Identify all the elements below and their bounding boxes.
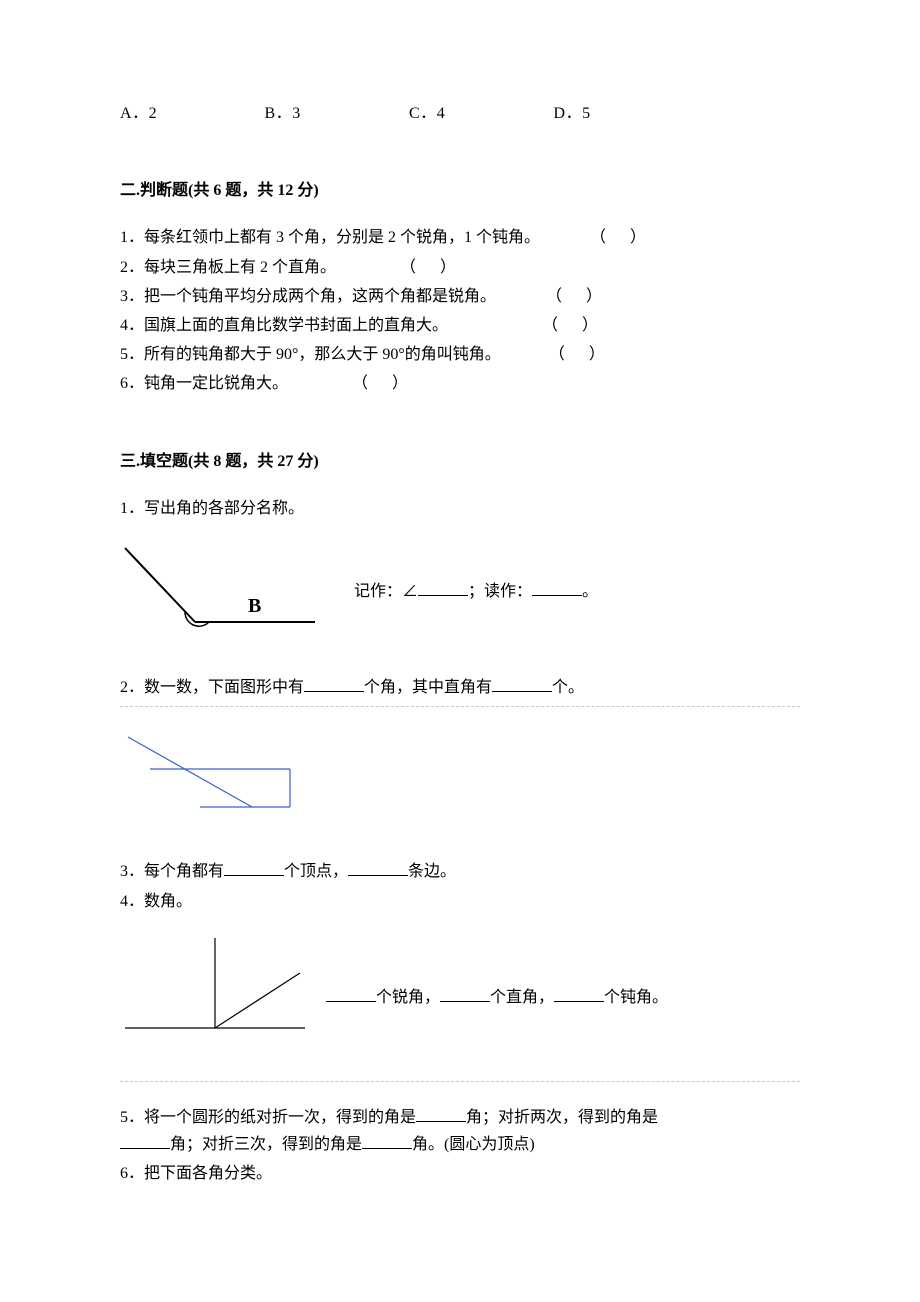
judge-q1: 1．每条红领巾上都有 3 个角，分别是 2 个锐角，1 个钝角。 （ ） [120, 224, 800, 251]
judge-q5: 5．所有的钝角都大于 90°，那么大于 90°的角叫钝角。 （ ） [120, 341, 800, 368]
fill-q5: 5．将一个圆形的纸对折一次，得到的角是 角；对折两次，得到的角是 角；对折三次，得… [120, 1104, 800, 1158]
q4-blank1 [326, 985, 376, 1002]
judge-q5-paren: （ ） [549, 346, 605, 363]
q1-period: 。 [582, 583, 598, 600]
fill-q4-figure-row: 个锐角， 个直角， 个钝角。 [120, 933, 800, 1062]
fill-q1-figure-row: B 记作：∠ ；读作： 。 [120, 540, 800, 644]
q2-before: 2．数一数，下面图形中有 [120, 679, 304, 696]
q2-blank1 [304, 675, 364, 692]
q3-blank1 [224, 859, 284, 876]
mc-option-c: C．4 [409, 100, 549, 127]
q4-label-b: 个直角， [490, 989, 554, 1006]
mc-options-row: A．2 B．3 C．4 D．5 [120, 100, 800, 127]
q1-blank-write [418, 579, 468, 596]
angle-figure-q4 [120, 933, 310, 1062]
q4-blank2 [440, 985, 490, 1002]
dotted-line-2 [120, 1080, 800, 1082]
judge-q4-paren: （ ） [542, 317, 598, 334]
judge-q4: 4．国旗上面的直角比数学书封面上的直角大。 （ ） [120, 312, 800, 339]
q3-before: 3．每个角都有 [120, 863, 224, 880]
dotted-line-1 [120, 705, 800, 707]
angle-figure-q1: B [120, 540, 320, 644]
judge-q4-text: 4．国旗上面的直角比数学书封面上的直角大。 [120, 317, 448, 334]
q4-label-c: 个钝角。 [604, 989, 668, 1006]
q1-read-label: ；读作： [468, 583, 532, 600]
judge-q1-paren: （ ） [590, 229, 646, 246]
fill-q2-prompt: 2．数一数，下面图形中有 个角，其中直角有 个。 [120, 674, 800, 701]
mc-option-b: B．3 [265, 100, 405, 127]
judge-q6: 6．钝角一定比锐角大。 （ ） [120, 370, 800, 397]
fill-q3: 3．每个角都有 个顶点， 条边。 [120, 858, 800, 885]
q5-blank2 [120, 1132, 170, 1149]
fill-q4-prompt: 4．数角。 [120, 888, 800, 915]
judge-q3-paren: （ ） [546, 288, 602, 305]
q1-blank-read [532, 579, 582, 596]
judge-q6-text: 6．钝角一定比锐角大。 [120, 375, 288, 392]
judge-q3-text: 3．把一个钝角平均分成两个角，这两个角都是锐角。 [120, 288, 496, 305]
q1-write-label: 记作：∠ [354, 583, 418, 600]
judge-q5-text: 5．所有的钝角都大于 90°，那么大于 90°的角叫钝角。 [120, 346, 501, 363]
judge-q1-text: 1．每条红领巾上都有 3 个角，分别是 2 个锐角，1 个钝角。 [120, 229, 540, 246]
q5-t2: 角；对折两次，得到的角是 [466, 1109, 658, 1126]
q3-after: 条边。 [408, 863, 456, 880]
q5-t4: 角。(圆心为顶点) [412, 1136, 535, 1153]
q5-blank3 [362, 1132, 412, 1149]
q4-label-a: 个锐角， [376, 989, 440, 1006]
fill-q1-prompt: 1．写出角的各部分名称。 [120, 495, 800, 522]
judge-q2-paren: （ ） [400, 259, 456, 276]
fill-q1-answer-area: 记作：∠ ；读作： 。 [354, 578, 598, 605]
mc-option-a: A．2 [120, 100, 260, 127]
q3-mid: 个顶点， [284, 863, 348, 880]
fill-q6: 6．把下面各角分类。 [120, 1160, 800, 1187]
q3-blank2 [348, 859, 408, 876]
q2-after: 个。 [552, 679, 584, 696]
vertex-label-b: B [248, 595, 261, 617]
q4-blank3 [554, 985, 604, 1002]
judge-q6-paren: （ ） [352, 375, 408, 392]
q2-blank2 [492, 675, 552, 692]
q5-blank1 [416, 1105, 466, 1122]
fill-q4-answer-area: 个锐角， 个直角， 个钝角。 [326, 984, 668, 1011]
judge-q3: 3．把一个钝角平均分成两个角，这两个角都是锐角。 （ ） [120, 283, 800, 310]
section-2-heading: 二.判断题(共 6 题，共 12 分) [120, 177, 800, 204]
q5-t1: 5．将一个圆形的纸对折一次，得到的角是 [120, 1109, 416, 1126]
q5-t3: 角；对折三次，得到的角是 [170, 1136, 362, 1153]
fill-q2-figure [120, 729, 800, 828]
judge-q2: 2．每块三角板上有 2 个直角。 （ ） [120, 254, 800, 281]
judge-q2-text: 2．每块三角板上有 2 个直角。 [120, 259, 336, 276]
mc-option-d: D．5 [554, 100, 694, 127]
section-3-heading: 三.填空题(共 8 题，共 27 分) [120, 448, 800, 475]
q2-mid: 个角，其中直角有 [364, 679, 492, 696]
